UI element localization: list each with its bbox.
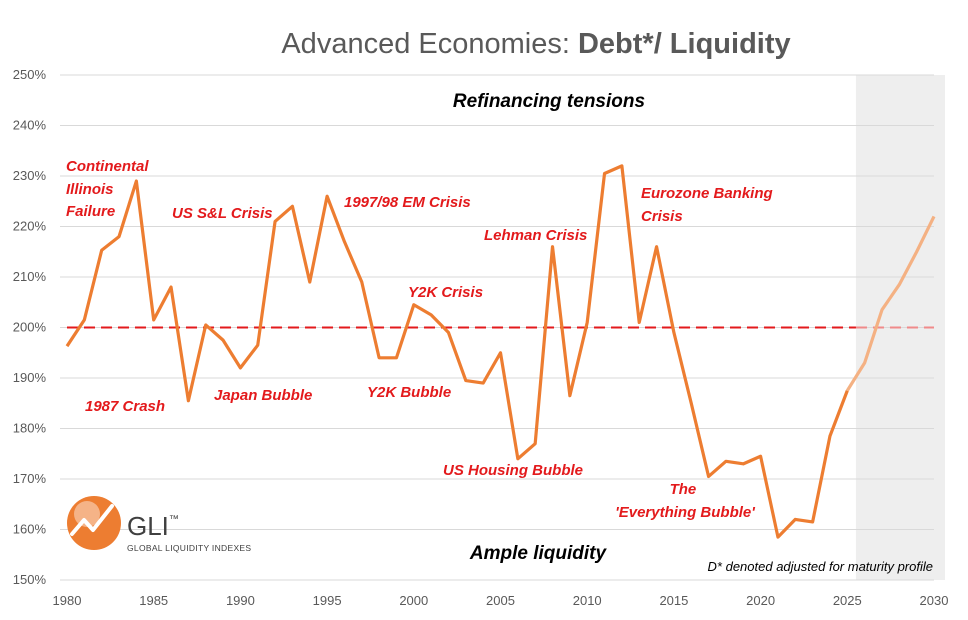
series-line-actual [65,164,849,539]
x-tick-label: 2030 [920,593,949,608]
series-line-projection [845,215,936,392]
annotation-y2k-crisis: Y2K Crisis [408,284,483,301]
gli-logo: GLI™ GLOBAL LIQUIDITY INDEXES [67,496,251,553]
annotation-line: 'Everything Bubble' [615,504,755,521]
y-tick-label: 200% [13,320,47,335]
x-tick-label: 1985 [139,593,168,608]
y-axis-ticks: 150% 160% 170% 180% 190% 200% 210% 220% 230% 240%… [13,67,47,587]
annotation-line: Crisis [641,208,683,225]
y-tick-label: 170% [13,471,47,486]
chart-title-bold: Debt*/ Liquidity [578,28,791,60]
annotation-1987-crash: 1987 Crash [85,398,165,415]
gridlines [60,74,934,581]
y-tick-label: 230% [13,168,47,183]
chart-title-regular: Advanced Economies: [281,28,578,60]
logo-name: GLI™ [127,511,179,541]
annotation-y2k-bubble: Y2K Bubble [367,384,451,401]
y-tick-label: 150% [13,572,47,587]
annotation-us-housing-bubble: US Housing Bubble [443,462,583,479]
y-tick-label: 180% [13,421,47,436]
y-tick-label: 210% [13,269,47,284]
zone-label-top: Refinancing tensions [453,91,645,112]
logo-trend-icon [70,504,114,536]
annotation-japan-bubble: Japan Bubble [214,387,312,404]
annotation-em-crisis: 1997/98 EM Crisis [344,194,471,211]
x-tick-label: 2025 [833,593,862,608]
x-tick-label: 1990 [226,593,255,608]
annotation-line: Continental [66,158,149,175]
annotation-everything-bubble: The 'Everything Bubble' [615,481,755,521]
logo-orb-highlight [74,501,100,527]
annotation-lehman-crisis: Lehman Crisis [484,227,587,244]
y-tick-label: 240% [13,118,47,133]
x-tick-label: 2005 [486,593,515,608]
annotation-eurozone-crisis: Eurozone Banking Crisis [641,185,777,225]
logo-trademark: ™ [169,514,179,525]
annotation-line: Illinois [66,181,114,198]
y-tick-label: 220% [13,219,47,234]
y-tick-label: 250% [13,67,47,82]
footnote: D* denoted adjusted for maturity profile [708,559,933,574]
logo-subtitle: GLOBAL LIQUIDITY INDEXES [127,543,251,553]
y-tick-label: 160% [13,522,47,537]
annotation-us-sl-crisis: US S&L Crisis [172,205,273,222]
x-tick-label: 2020 [746,593,775,608]
annotation-continental-illinois: Continental Illinois Failure [66,158,153,220]
x-tick-label: 2010 [573,593,602,608]
x-tick-label: 1995 [313,593,342,608]
annotation-line: Eurozone Banking [641,185,773,202]
x-tick-label: 2000 [399,593,428,608]
x-tick-label: 1980 [53,593,82,608]
x-axis-ticks: 1980 1985 1990 1995 2000 2005 2010 2015 2020 2025… [53,593,949,608]
y-tick-label: 190% [13,370,47,385]
chart-title: Advanced Economies: Debt*/ Liquidity [281,28,790,60]
x-tick-label: 2015 [659,593,688,608]
annotation-line: Failure [66,203,115,220]
zone-label-bottom: Ample liquidity [469,543,608,564]
annotation-line: The [670,481,697,498]
